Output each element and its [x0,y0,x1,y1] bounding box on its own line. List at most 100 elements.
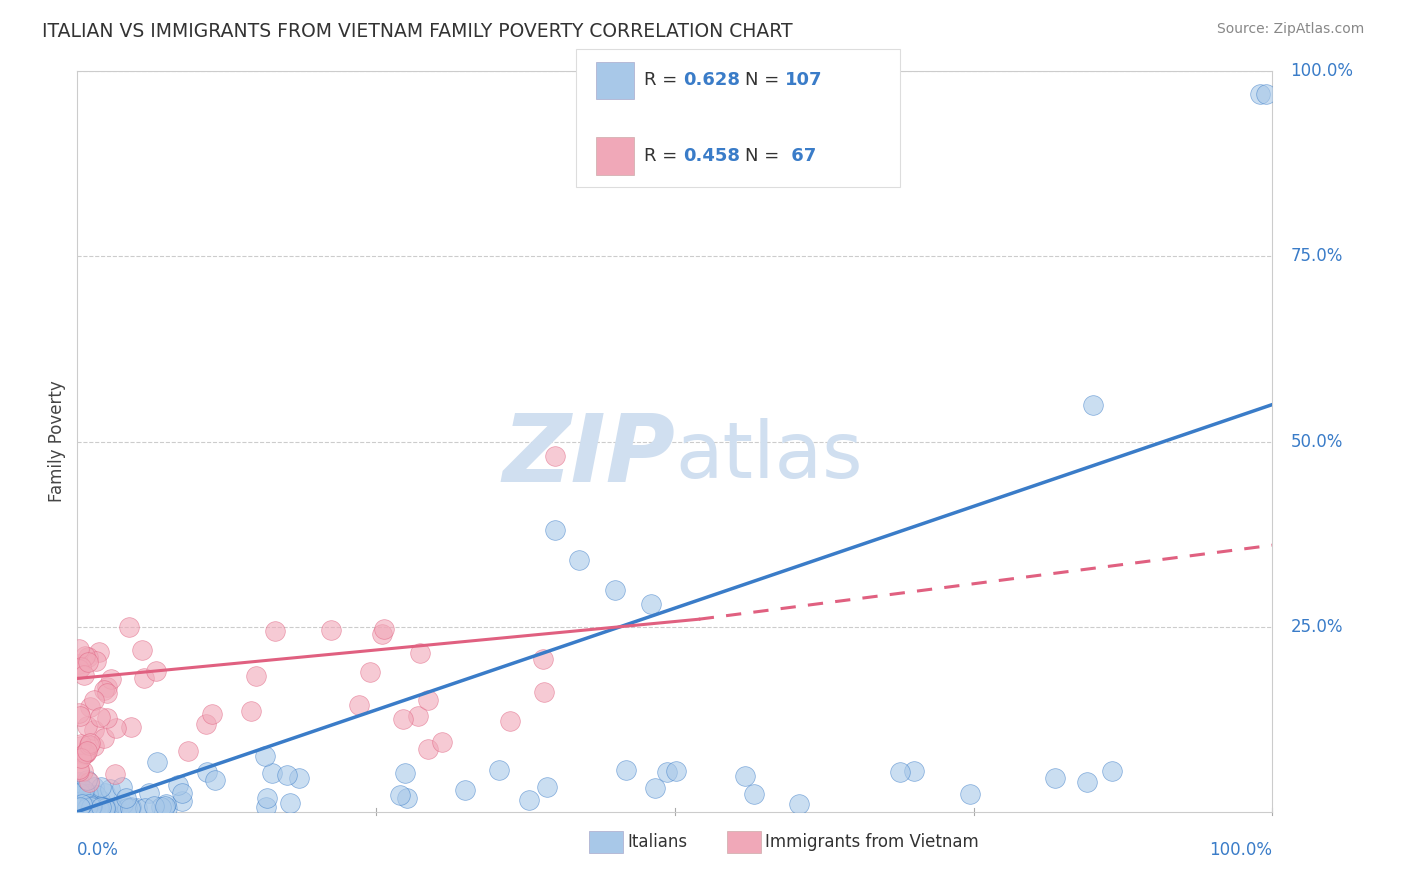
Point [73,747,96,761]
Point [73,667,96,681]
Point [278,796,301,810]
Point [256,791,278,805]
Point [93,786,115,800]
Point [77,797,100,811]
Point [114,791,136,805]
Point [67,762,90,776]
Point [105,722,128,736]
Point [959,787,981,801]
Point [87,801,110,815]
Point [69,799,91,814]
Point [406,709,429,723]
Point [245,669,267,683]
Point [79,738,101,752]
Point [67,657,90,671]
Point [146,755,169,769]
Point [77,775,100,789]
Point [533,685,555,699]
Point [73,797,96,811]
Point [76,743,98,757]
Point [409,646,432,660]
Point [903,764,925,779]
Point [167,778,190,792]
Point [605,582,627,597]
Point [396,790,419,805]
Point [640,598,662,612]
Text: N =: N = [745,71,785,89]
Point [90,800,112,814]
Point [195,765,218,780]
Point [80,798,103,813]
Point [69,708,91,723]
Point [347,698,370,712]
Point [70,660,93,674]
Point [86,653,108,667]
Point [115,801,138,815]
Point [83,692,105,706]
Point [77,650,100,665]
Point [145,665,167,679]
Point [93,682,115,697]
Point [370,627,392,641]
Point [67,801,90,815]
Point [83,723,105,738]
Text: Immigrants from Vietnam: Immigrants from Vietnam [765,833,979,851]
Point [177,743,200,757]
Point [889,764,911,779]
Point [127,801,149,815]
Point [118,801,141,815]
Point [105,801,128,815]
Point [94,801,117,815]
Text: Italians: Italians [627,833,688,851]
Point [112,797,135,812]
Point [67,662,90,676]
Point [204,772,226,787]
Text: 75.0%: 75.0% [1291,247,1343,266]
Point [93,731,115,745]
Point [94,801,117,815]
Point [72,764,94,779]
Point [89,710,111,724]
Point [89,801,111,815]
Point [70,797,93,811]
Point [98,781,121,796]
Point [391,712,413,726]
Text: atlas: atlas [675,418,862,494]
Point [373,622,395,636]
Point [544,450,567,464]
Point [70,737,93,751]
Point [96,680,118,694]
Point [142,798,165,813]
Point [69,739,91,753]
Point [1083,398,1105,412]
Point [76,797,98,812]
Point [77,790,100,805]
Point [614,764,637,778]
Point [517,793,540,807]
Point [288,771,311,785]
Point [67,800,90,814]
Text: ITALIAN VS IMMIGRANTS FROM VIETNAM FAMILY POVERTY CORRELATION CHART: ITALIAN VS IMMIGRANTS FROM VIETNAM FAMIL… [42,22,793,41]
Text: 25.0%: 25.0% [1291,617,1343,636]
Point [84,789,107,803]
Point [1043,772,1066,786]
Point [73,649,96,664]
Text: Source: ZipAtlas.com: Source: ZipAtlas.com [1216,22,1364,37]
Point [90,780,112,794]
Text: N =: N = [745,147,785,165]
Point [89,793,111,807]
Point [536,780,558,794]
Point [120,800,142,814]
Point [531,652,554,666]
Point [103,801,125,815]
Point [67,789,90,803]
Point [80,796,103,810]
Point [416,741,439,756]
Point [69,789,91,803]
Point [67,764,90,778]
Point [170,786,193,800]
Point [665,764,688,779]
Point [79,800,101,814]
Point [568,553,591,567]
Point [103,766,125,780]
